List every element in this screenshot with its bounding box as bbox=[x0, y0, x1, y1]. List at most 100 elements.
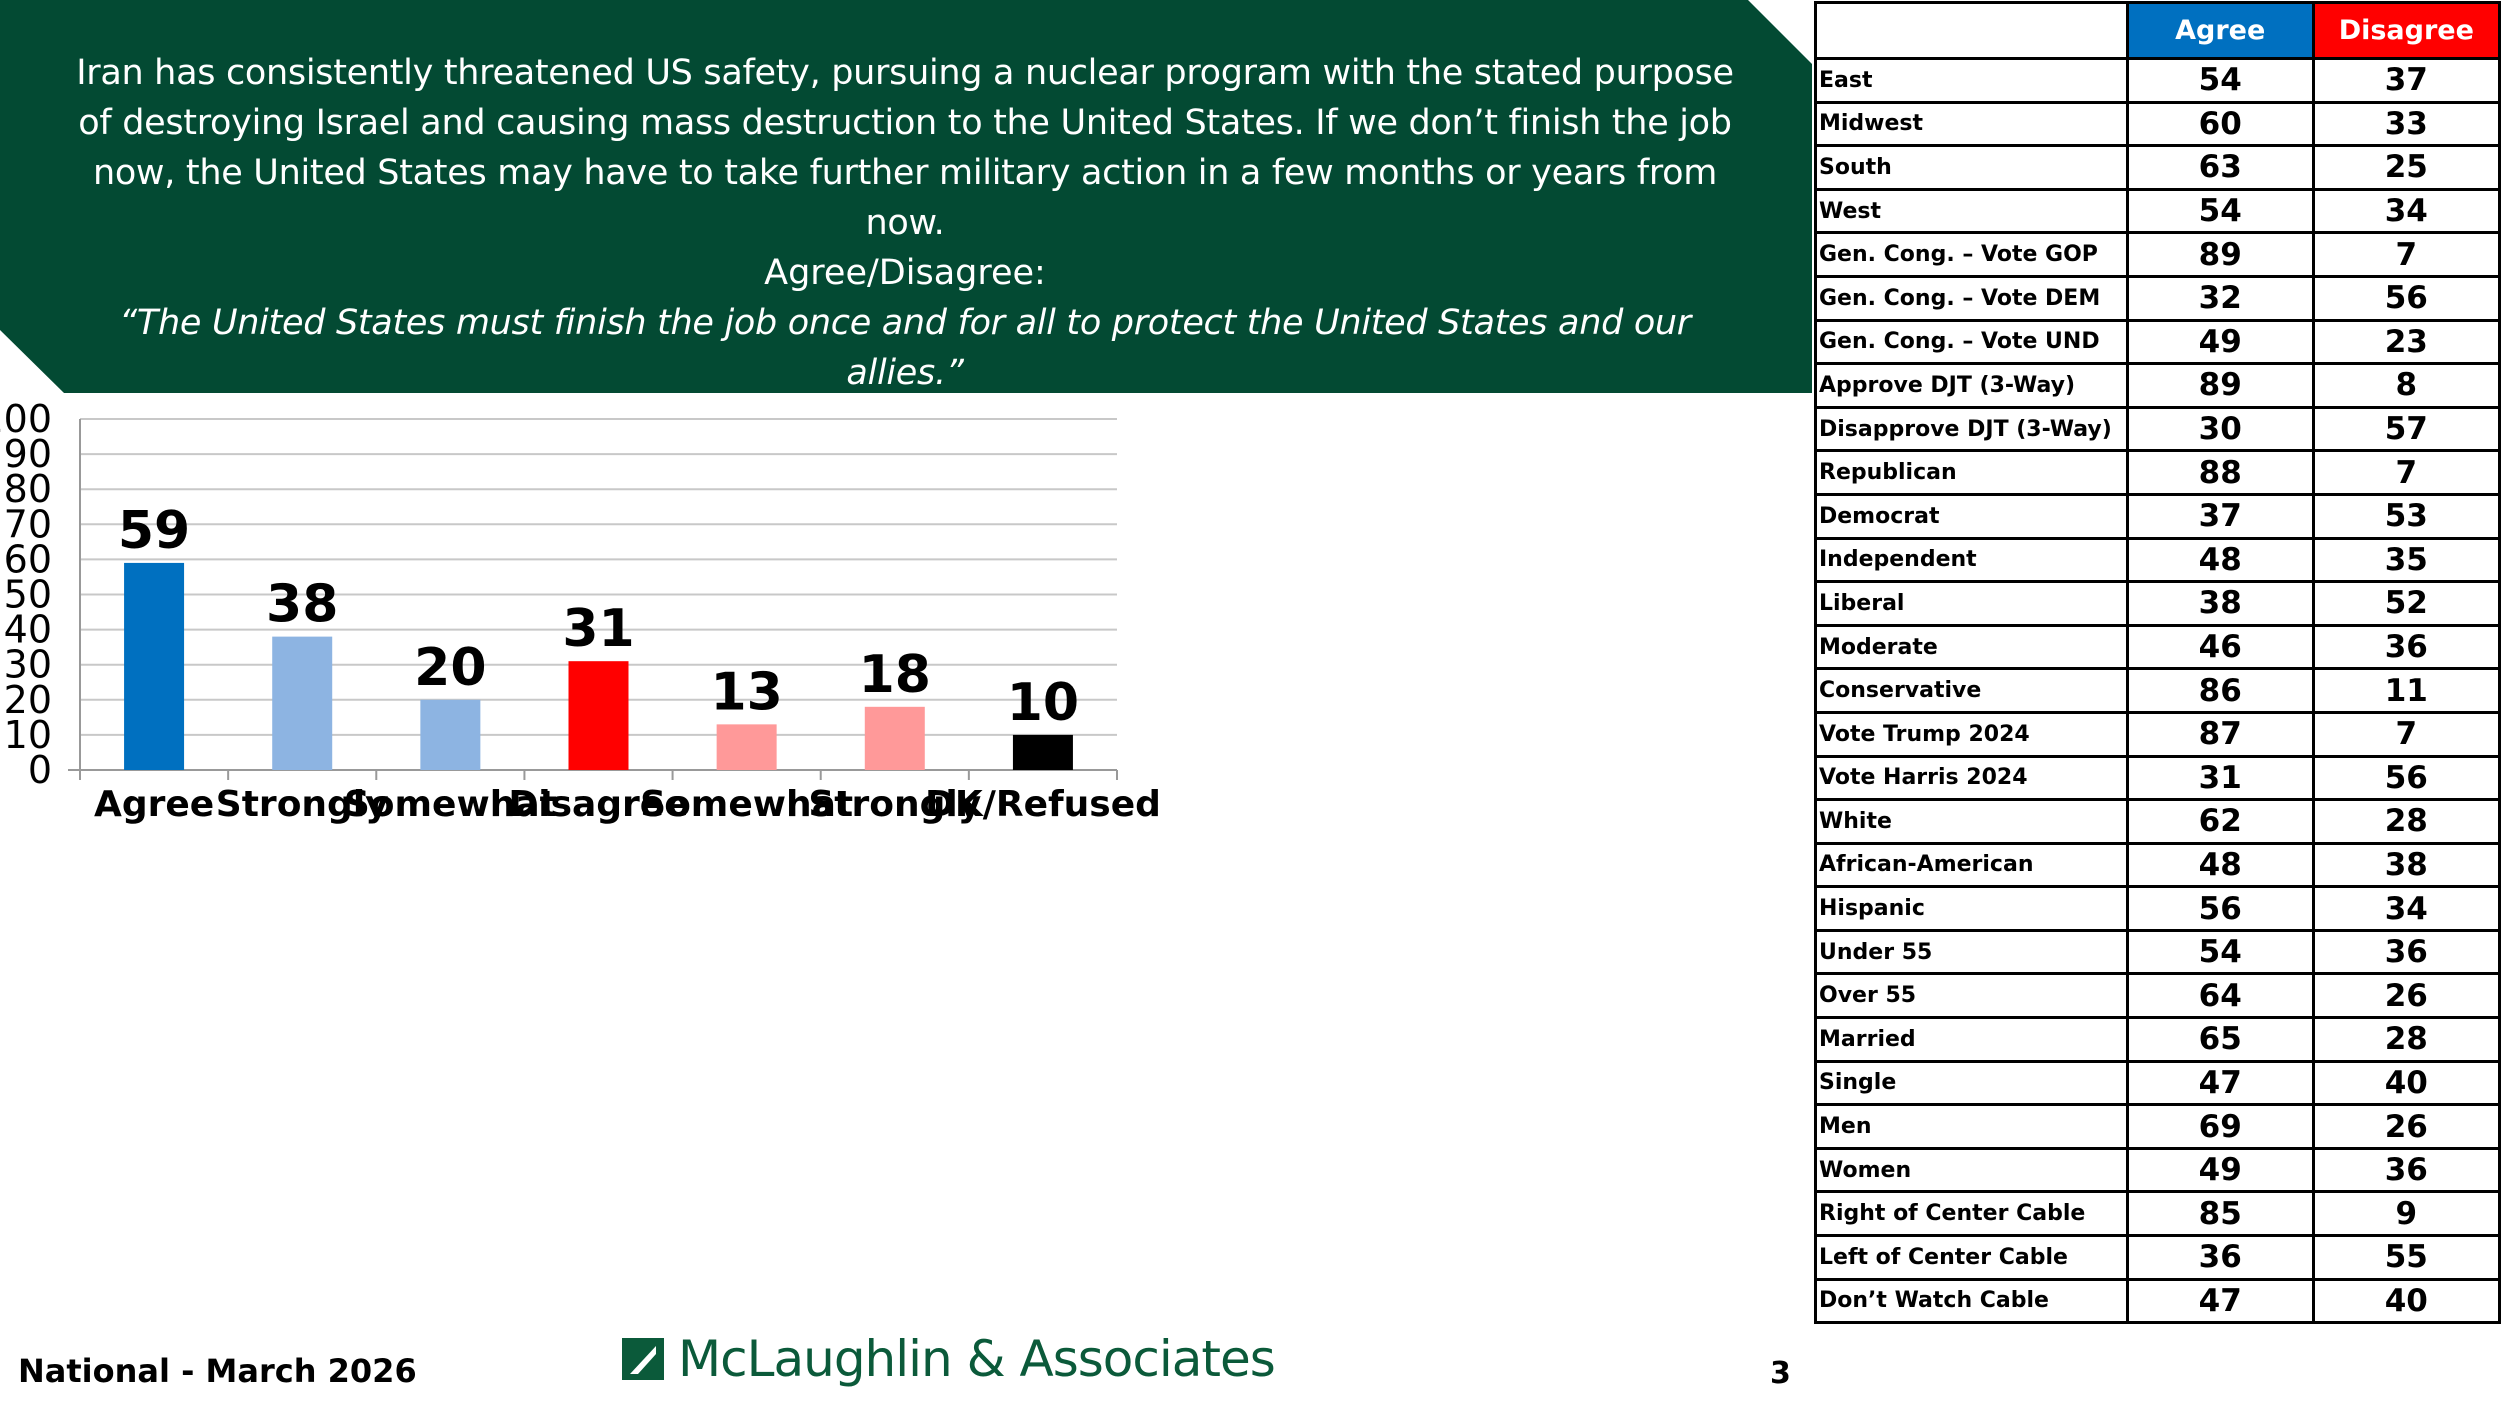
disagree-value: 52 bbox=[2311, 580, 2501, 627]
row-label: Right of Center Cable bbox=[1814, 1190, 2129, 1238]
row-label: White bbox=[1814, 798, 2129, 845]
labels: 59 Agree 38 Strongly 20 Somewhat 31 Disagree 13 S… bbox=[94, 501, 1161, 825]
row-label: Disapprove DJT (3-Way) bbox=[1814, 405, 2129, 453]
row-label: West bbox=[1814, 187, 2129, 235]
row-label: Gen. Cong. – Vote UND bbox=[1814, 318, 2129, 366]
agree-value: 89 bbox=[2125, 231, 2315, 278]
disagree-value: 28 bbox=[2311, 1016, 2501, 1063]
crosstab-row: Gen. Cong. – Vote DEM 32 56 bbox=[1814, 274, 2501, 322]
bar bbox=[716, 724, 777, 770]
axes: 0102030405060708090100 bbox=[0, 400, 1118, 792]
row-label: Democrat bbox=[1814, 492, 2129, 540]
row-label: Under 55 bbox=[1814, 928, 2129, 976]
header-disagree: Disagree bbox=[2311, 1, 2501, 60]
crosstab-row: Moderate 46 36 bbox=[1814, 623, 2501, 671]
bar bbox=[864, 706, 925, 770]
row-label: Hispanic bbox=[1814, 885, 2129, 932]
agree-value: 49 bbox=[2125, 318, 2315, 366]
row-label: Midwest bbox=[1814, 100, 2129, 148]
disagree-value: 7 bbox=[2311, 231, 2501, 278]
row-label: South bbox=[1814, 144, 2129, 191]
bar bbox=[420, 699, 481, 770]
agree-value: 30 bbox=[2125, 405, 2315, 453]
crosstab-row: Men 69 26 bbox=[1814, 1103, 2501, 1150]
crosstab-row: Republican 88 7 bbox=[1814, 449, 2501, 496]
row-label: Moderate bbox=[1814, 623, 2129, 671]
disagree-value: 56 bbox=[2311, 274, 2501, 322]
crosstab-row: Liberal 38 52 bbox=[1814, 580, 2501, 627]
row-label: Single bbox=[1814, 1059, 2129, 1107]
data-label: 38 bbox=[266, 575, 338, 635]
row-label: Independent bbox=[1814, 536, 2129, 584]
x-tick-label: DK/Refused bbox=[925, 784, 1161, 825]
row-label: Liberal bbox=[1814, 580, 2129, 627]
bar bbox=[124, 562, 185, 770]
crosstab-row: Under 55 54 36 bbox=[1814, 928, 2501, 976]
crosstab-row: African-American 48 38 bbox=[1814, 841, 2501, 889]
y-tick-label: 10 bbox=[4, 713, 52, 757]
question-text: Iran has consistently threatened US safe… bbox=[76, 53, 1734, 243]
crosstab-row: Disapprove DJT (3-Way) 30 57 bbox=[1814, 405, 2501, 453]
row-label: Conservative bbox=[1814, 667, 2129, 714]
disagree-value: 53 bbox=[2311, 492, 2501, 540]
bar-chart: 0102030405060708090100 59Agree38Strongly… bbox=[0, 400, 1161, 825]
agree-value: 89 bbox=[2125, 362, 2315, 409]
x-tick-label: Strongly bbox=[216, 784, 389, 825]
disagree-value: 26 bbox=[2311, 972, 2501, 1020]
crosstab-row: White 62 28 bbox=[1814, 798, 2501, 845]
data-label: 13 bbox=[710, 662, 782, 722]
disagree-value: 55 bbox=[2311, 1234, 2501, 1281]
agree-value: 48 bbox=[2125, 841, 2315, 889]
agree-value: 60 bbox=[2125, 100, 2315, 148]
disagree-value: 40 bbox=[2311, 1059, 2501, 1107]
agree-value: 47 bbox=[2125, 1059, 2315, 1107]
crosstab-row: Gen. Cong. – Vote UND 49 23 bbox=[1814, 318, 2501, 366]
agree-value: 32 bbox=[2125, 274, 2315, 322]
crosstab-row: East 54 37 bbox=[1814, 57, 2501, 104]
agree-value: 38 bbox=[2125, 580, 2315, 627]
header-blank bbox=[1814, 1, 2129, 60]
bars bbox=[124, 562, 1073, 770]
crosstab-row: Left of Center Cable 36 55 bbox=[1814, 1234, 2501, 1281]
crosstab-header-row: Agree Disagree bbox=[1814, 1, 2501, 60]
crosstab-row: West 54 34 bbox=[1814, 187, 2501, 235]
disagree-value: 11 bbox=[2311, 667, 2501, 714]
header-agree: Agree bbox=[2125, 1, 2315, 60]
data-label: 31 bbox=[562, 599, 634, 659]
row-label: Don’t Watch Cable bbox=[1814, 1277, 2129, 1325]
disagree-value: 8 bbox=[2311, 362, 2501, 409]
y-tick-label: 100 bbox=[0, 400, 52, 441]
disagree-value: 9 bbox=[2311, 1190, 2501, 1238]
disagree-value: 33 bbox=[2311, 100, 2501, 148]
y-tick-label: 70 bbox=[4, 502, 52, 546]
x-tick-label: Somewhat bbox=[344, 784, 557, 825]
y-tick-label: 60 bbox=[4, 537, 52, 581]
agree-value: 54 bbox=[2125, 57, 2315, 104]
data-label: 10 bbox=[1007, 673, 1079, 733]
agree-value: 88 bbox=[2125, 449, 2315, 496]
x-tick-label: Agree bbox=[94, 784, 214, 825]
agree-value: 69 bbox=[2125, 1103, 2315, 1150]
crosstab-row: Hispanic 56 34 bbox=[1814, 885, 2501, 932]
disagree-value: 7 bbox=[2311, 710, 2501, 758]
y-tick-label: 40 bbox=[4, 608, 52, 652]
agree-value: 86 bbox=[2125, 667, 2315, 714]
agree-value: 31 bbox=[2125, 754, 2315, 802]
disagree-value: 34 bbox=[2311, 885, 2501, 932]
x-tick-label: Somewhat bbox=[640, 784, 853, 825]
disagree-value: 34 bbox=[2311, 187, 2501, 235]
logo-text: McLaughlin & Associates bbox=[678, 1330, 1276, 1388]
crosstab-row: Gen. Cong. – Vote GOP 89 7 bbox=[1814, 231, 2501, 278]
bar bbox=[272, 636, 333, 770]
row-label: Gen. Cong. – Vote GOP bbox=[1814, 231, 2129, 278]
disagree-value: 7 bbox=[2311, 449, 2501, 496]
row-label: Vote Trump 2024 bbox=[1814, 710, 2129, 758]
y-tick-label: 30 bbox=[4, 643, 52, 687]
crosstab-row: Vote Harris 2024 31 56 bbox=[1814, 754, 2501, 802]
company-logo: McLaughlin & Associates bbox=[622, 1330, 1276, 1388]
row-label: Married bbox=[1814, 1016, 2129, 1063]
crosstab-row: Married 65 28 bbox=[1814, 1016, 2501, 1063]
data-label: 20 bbox=[414, 638, 486, 698]
disagree-value: 36 bbox=[2311, 1146, 2501, 1194]
agree-value: 64 bbox=[2125, 972, 2315, 1020]
